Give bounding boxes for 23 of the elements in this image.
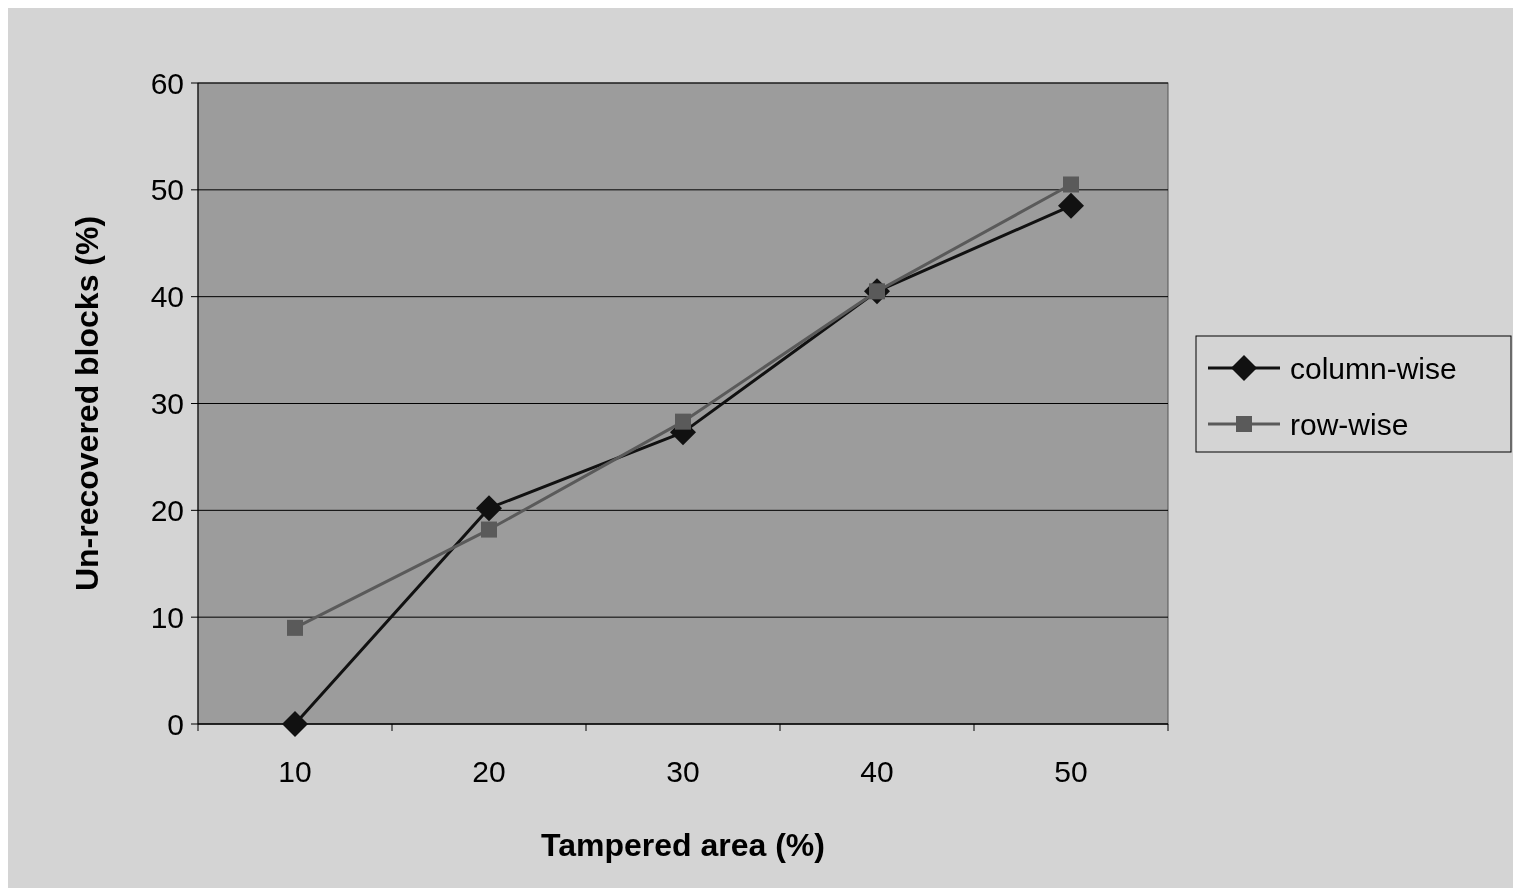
y-tick-label: 30 bbox=[150, 387, 184, 420]
point bbox=[1058, 192, 1084, 219]
y-tick-label: 20 bbox=[150, 493, 184, 527]
point bbox=[1063, 176, 1079, 193]
point bbox=[287, 619, 303, 636]
point bbox=[476, 495, 502, 522]
x-tick-label: 40 bbox=[860, 755, 894, 788]
y-axis-title: Un-recovered blocks (%) bbox=[69, 215, 105, 592]
point bbox=[675, 413, 691, 430]
y-tick-label: 40 bbox=[150, 280, 184, 314]
y-tick-label: 60 bbox=[150, 66, 184, 100]
point bbox=[481, 521, 497, 538]
point bbox=[282, 711, 308, 737]
x-axis-title: Tampered area (%) bbox=[541, 827, 825, 863]
y-tick-label: 50 bbox=[150, 173, 184, 207]
x-tick-label: 10 bbox=[278, 755, 312, 788]
y-tick-label: 10 bbox=[150, 600, 184, 634]
x-tick-label: 30 bbox=[666, 755, 700, 788]
x-tick-label: 20 bbox=[472, 755, 506, 788]
legend-label: row-wise bbox=[1290, 407, 1409, 441]
y-tick-label: 0 bbox=[167, 707, 184, 741]
legend-label: column-wise bbox=[1290, 351, 1457, 385]
x-tick-label: 50 bbox=[1054, 755, 1088, 788]
